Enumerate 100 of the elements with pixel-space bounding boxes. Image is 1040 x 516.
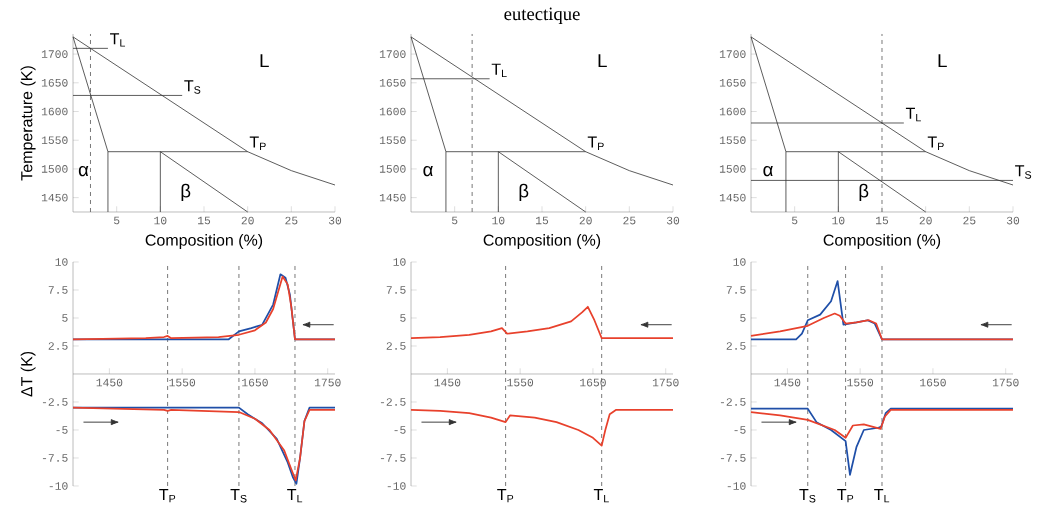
- x-tick-label: 1750: [992, 378, 1019, 387]
- x-tick-label: 10: [492, 216, 505, 225]
- y-tick-label: 1600: [41, 107, 68, 116]
- annotation: α: [78, 165, 89, 177]
- chart-title: eutectique: [504, 7, 580, 24]
- y-tick-label: 5: [62, 314, 68, 322]
- y-tick-label: -10: [387, 482, 406, 490]
- annotation: β: [181, 183, 191, 202]
- y-tick-label: 7.5: [48, 286, 68, 294]
- y-tick-label: 1500: [719, 165, 746, 173]
- x-tick-label: 30: [328, 216, 342, 225]
- y-tick-label: -7.5: [42, 454, 68, 462]
- x-tick-label: 5: [113, 216, 120, 225]
- y-tick-label: 1650: [41, 78, 68, 87]
- y-tick-label: -2.5: [42, 398, 68, 406]
- y-tick-label: 1650: [379, 78, 406, 87]
- y-tick-label: -5: [394, 426, 406, 434]
- x-axis-title: Composition (%): [823, 234, 941, 249]
- y-tick-label: 2.5: [48, 342, 68, 350]
- y-tick-label: 1600: [379, 107, 406, 116]
- y-tick-label: 2.5: [726, 342, 746, 350]
- y-tick-label: 1450: [719, 193, 746, 202]
- y-tick-label: 1700: [41, 50, 68, 58]
- x-tick-label: 1550: [847, 378, 874, 387]
- y-tick-label: -2.5: [720, 398, 746, 406]
- annotation: α: [423, 165, 433, 177]
- y-tick-label: 1700: [379, 50, 406, 58]
- series-label: T$_{P}$: [927, 136, 944, 150]
- x-tick-label: 25: [623, 216, 636, 225]
- ref-line-label: T$_{S}$: [230, 488, 247, 503]
- annotation: α: [763, 165, 773, 177]
- x-tick-label: 1650: [580, 378, 606, 387]
- y-tick-label: 2.5: [386, 342, 406, 350]
- series-label: T$_{S}$: [1015, 165, 1032, 179]
- ref-line-label: T$_{L}$: [874, 488, 890, 503]
- annotation: L: [260, 54, 269, 68]
- y-tick-label: 1450: [379, 193, 406, 202]
- x-tick-label: 1450: [774, 378, 801, 387]
- y-tick-label: -10: [727, 482, 746, 490]
- y-tick-label: 5: [740, 314, 746, 322]
- y-tick-label: 1600: [719, 107, 746, 116]
- x-tick-label: 1450: [96, 378, 123, 387]
- ref-line-label: T$_{P}$: [159, 488, 176, 503]
- x-tick-label: 1450: [434, 378, 461, 387]
- annotation: β: [519, 183, 529, 202]
- y-tick-label: 10: [393, 258, 406, 266]
- x-tick-label: 5: [451, 216, 458, 225]
- ref-line-label: T$_{P}$: [497, 488, 514, 503]
- y-tick-label: 10: [733, 258, 746, 266]
- x-tick-label: 1750: [652, 378, 679, 387]
- x-tick-label: 20: [241, 216, 254, 225]
- series-label: T$_{L}$: [905, 107, 921, 122]
- x-tick-label: 1550: [169, 378, 196, 387]
- x-tick-label: 25: [963, 216, 976, 225]
- y-tick-label: -5: [56, 426, 68, 434]
- y-tick-label: 1550: [41, 136, 68, 145]
- annotation: β: [859, 183, 869, 202]
- y-tick-label: 1500: [41, 165, 68, 173]
- ref-line-label: T$_{L}$: [287, 488, 303, 503]
- y-tick-label: -7.5: [380, 454, 406, 462]
- ref-line-label: T$_{P}$: [837, 488, 854, 503]
- x-tick-label: 1650: [242, 378, 268, 387]
- x-tick-label: 20: [579, 216, 592, 225]
- y-tick-label: -7.5: [720, 454, 746, 462]
- x-tick-label: 5: [791, 216, 798, 225]
- x-tick-label: 15: [536, 216, 549, 225]
- x-axis-title: Composition (%): [145, 234, 263, 249]
- y-tick-label: 1550: [719, 136, 746, 145]
- x-axis-title: Composition (%): [483, 234, 601, 249]
- y-tick-label: 1450: [41, 193, 68, 202]
- y-tick-label: 1650: [719, 78, 746, 87]
- x-tick-label: 1650: [920, 378, 946, 387]
- ref-line-label: T$_{S}$: [799, 488, 816, 503]
- series-label: T$_{L}$: [491, 63, 507, 78]
- y-tick-label: -2.5: [380, 398, 406, 406]
- y-tick-label: 7.5: [726, 286, 746, 294]
- y-tick-label: 1500: [379, 165, 406, 173]
- x-tick-label: 10: [832, 216, 845, 225]
- y-tick-label: 7.5: [386, 286, 406, 294]
- annotation: L: [598, 54, 607, 68]
- x-tick-label: 20: [919, 216, 932, 225]
- x-tick-label: 1750: [314, 378, 341, 387]
- series-label: T$_{S}$: [184, 80, 201, 94]
- x-tick-label: 30: [1006, 216, 1020, 225]
- x-tick-label: 10: [154, 216, 167, 225]
- y-tick-label: -5: [734, 426, 746, 434]
- x-tick-label: 15: [198, 216, 211, 225]
- annotation: L: [938, 54, 947, 68]
- y-axis-title: Temperature (K): [20, 66, 36, 181]
- x-tick-label: 15: [876, 216, 889, 225]
- x-tick-label: 25: [285, 216, 298, 225]
- y-tick-label: 1550: [379, 136, 406, 145]
- ref-line-label: T$_{L}$: [593, 488, 609, 503]
- x-tick-label: 30: [666, 216, 680, 225]
- series-label: T$_{L}$: [110, 33, 126, 47]
- y-tick-label: 1700: [719, 50, 746, 58]
- y-tick-label: 5: [400, 314, 406, 322]
- series-label: T$_{P}$: [249, 136, 266, 150]
- y-axis-title: ΔT (K): [20, 351, 36, 397]
- x-tick-label: 1550: [507, 378, 534, 387]
